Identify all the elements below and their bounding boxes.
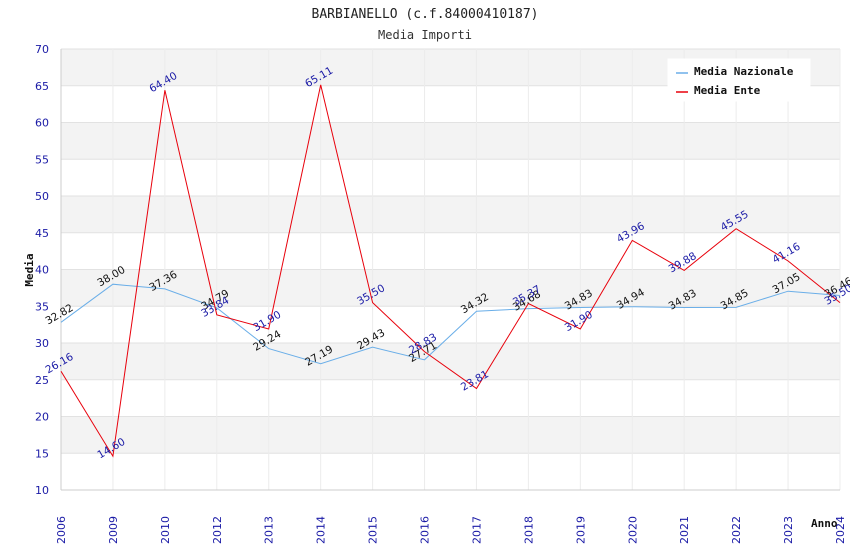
legend-box	[667, 58, 811, 102]
y-tick-label: 30	[35, 337, 49, 350]
y-tick-label: 55	[35, 153, 49, 166]
x-tick-label: 2010	[159, 516, 172, 544]
x-tick-label: 2012	[211, 516, 224, 544]
grid-band	[61, 343, 840, 380]
legend-label-media-ente: Media Ente	[694, 84, 761, 97]
series-lines	[60, 84, 841, 458]
chart-subtitle: Media Importi	[378, 28, 472, 42]
x-axis-label: Anno	[811, 517, 838, 530]
x-tick-label: 2023	[782, 516, 795, 544]
y-axis-ticks: 10 15 20 25 30 35 40 45 50 55 60 65 70	[35, 43, 49, 497]
x-tick-label: 2024	[834, 516, 847, 544]
grid-band	[61, 416, 840, 454]
y-tick-label: 15	[35, 447, 49, 460]
grid-band	[61, 269, 840, 307]
x-tick-label: 2019	[574, 516, 587, 544]
grid-band	[61, 159, 840, 196]
x-tick-label: 2006	[55, 516, 68, 544]
grid-band	[61, 122, 840, 160]
y-tick-label: 10	[35, 484, 49, 497]
x-tick-label: 2014	[315, 516, 328, 544]
grid-band	[61, 453, 840, 490]
series-line-media-ente	[60, 84, 841, 458]
series-line-media-nazionale	[60, 283, 841, 365]
y-tick-label: 25	[35, 374, 49, 387]
y-axis-label: Media	[23, 253, 36, 286]
y-tick-label: 35	[35, 300, 49, 313]
x-tick-label: 2020	[626, 516, 639, 544]
grid-band	[61, 379, 840, 417]
y-tick-label: 40	[35, 264, 49, 277]
x-tick-label: 2017	[470, 516, 483, 544]
plot-background	[60, 48, 841, 491]
x-tick-label: 2018	[522, 516, 535, 544]
chart-title: BARBIANELLO (c.f.84000410187)	[312, 7, 539, 22]
x-tick-label: 2021	[678, 516, 691, 544]
legend-label-media-nazionale: Media Nazionale	[694, 65, 794, 78]
x-tick-label: 2015	[367, 516, 380, 544]
x-tick-label: 2009	[107, 516, 120, 544]
x-tick-label: 2022	[730, 516, 743, 544]
x-tick-label: 2013	[263, 516, 276, 544]
x-tick-label: 2016	[419, 516, 432, 544]
y-tick-label: 70	[35, 43, 49, 56]
y-tick-label: 45	[35, 227, 49, 240]
legend: Media Nazionale Media Ente	[667, 58, 811, 102]
grid-band	[61, 306, 840, 343]
grid-band	[61, 232, 840, 270]
y-tick-label: 60	[35, 117, 49, 130]
x-axis-ticks: 2006 2009 2010 2012 2013 2014 2015 2016 2017 2018…	[55, 516, 847, 544]
y-tick-label: 50	[35, 190, 49, 203]
y-tick-label: 65	[35, 80, 49, 93]
y-tick-label: 20	[35, 411, 49, 424]
